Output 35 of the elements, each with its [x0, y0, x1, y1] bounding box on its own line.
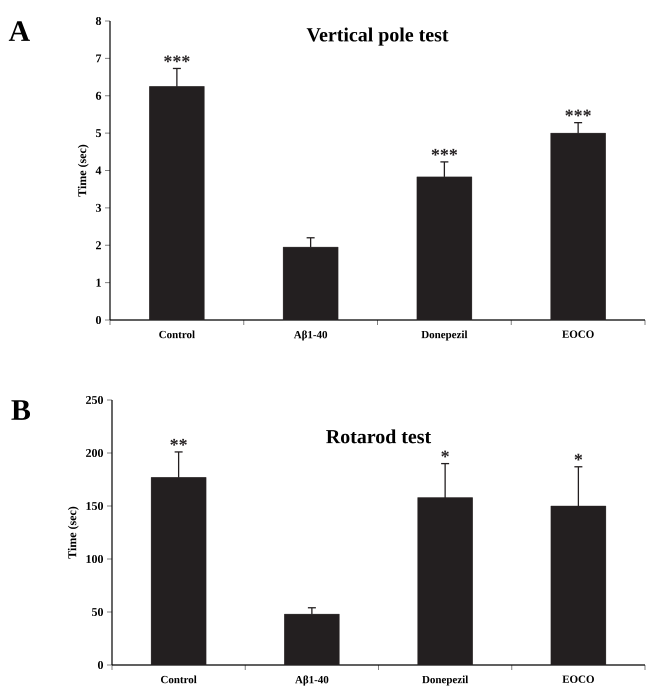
x-tick-label: EOCO: [562, 330, 594, 338]
y-axis-title: Time (sec): [78, 144, 89, 197]
text: A: [8, 21, 30, 41]
y-tick-label: 250: [86, 396, 104, 404]
x-tick-label: Donepezil: [422, 676, 468, 686]
y-tick-label: 200: [86, 448, 104, 458]
y-tick-label: 8: [96, 16, 102, 26]
y-tick-label: 0: [96, 316, 102, 324]
y-tick-label: 100: [86, 554, 104, 564]
y-tick-label: 4: [96, 166, 102, 174]
text: Rotarod test: [326, 429, 432, 444]
y-tick-label: 50: [92, 608, 104, 616]
annotation: **: [170, 438, 187, 446]
y-tick-label: 5: [96, 129, 102, 138]
annotation: *: [574, 454, 582, 460]
annotation: ***: [164, 55, 190, 62]
y-tick-label: 7: [96, 54, 102, 62]
chart-title: Vertical pole test: [306, 28, 448, 46]
y-tick-label: 6: [96, 92, 102, 100]
annotation: ***: [565, 110, 591, 116]
y-tick-label: 2: [96, 241, 101, 250]
y-axis-title: Time (sec): [68, 506, 79, 559]
annotation: *: [441, 450, 449, 458]
text: B: [11, 400, 30, 420]
y-tick-label: 1: [96, 278, 101, 287]
y-tick-label: 0: [98, 660, 104, 670]
x-tick-label: Aβ1-40: [295, 676, 328, 686]
x-tick-label: Control: [160, 676, 197, 684]
y-tick-label: 3: [96, 204, 102, 212]
x-tick-label: Control: [159, 330, 195, 338]
y-tick-label: 150: [86, 502, 104, 510]
x-tick-label: EOCO: [562, 676, 594, 683]
x-tick-label: Donepezil: [421, 330, 468, 340]
annotation: ***: [432, 148, 458, 156]
x-tick-label: Aβ1-40: [294, 330, 328, 341]
